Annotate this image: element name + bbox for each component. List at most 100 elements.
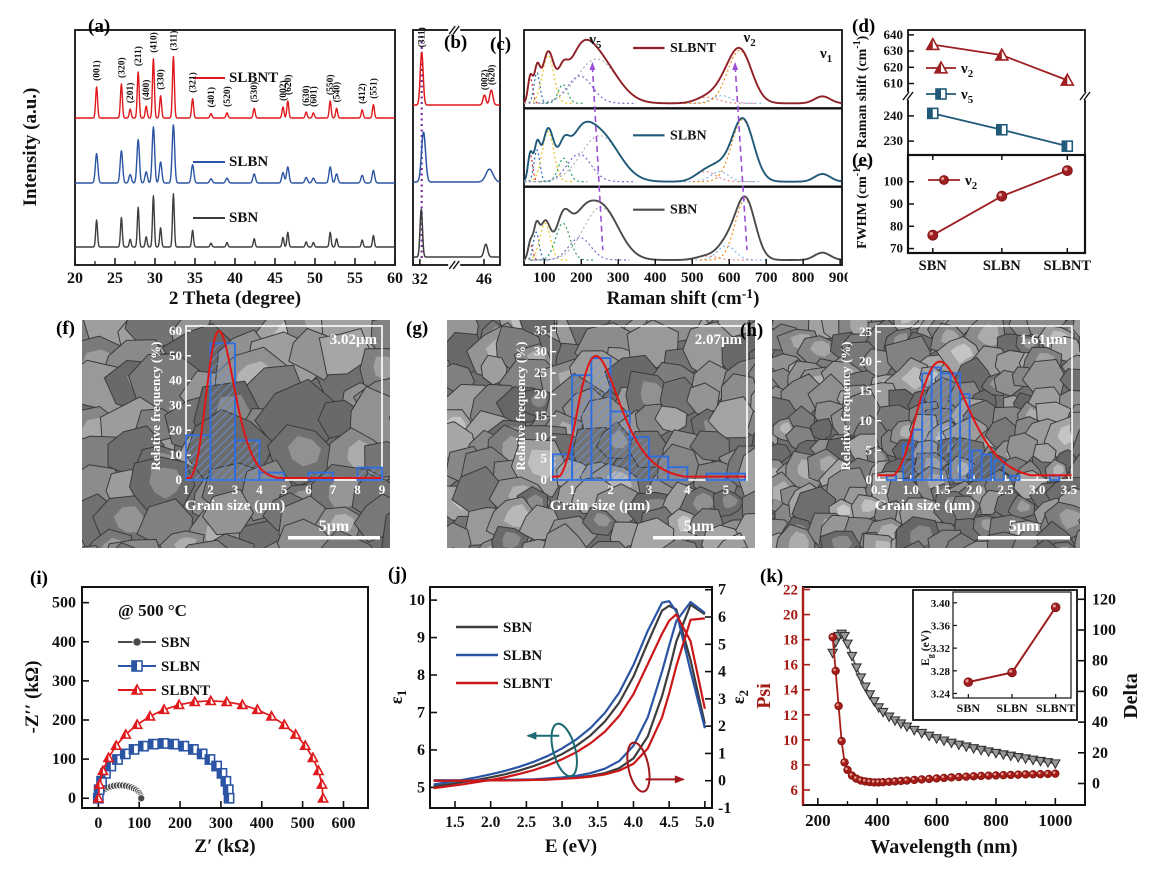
svg-text:ε1: ε1 (392, 690, 409, 704)
svg-text:SLBN: SLBN (983, 258, 1021, 274)
svg-text:1: 1 (183, 482, 190, 497)
panel-f-label: (f) (56, 318, 75, 339)
svg-text:3.24: 3.24 (931, 688, 951, 700)
svg-text:(400): (400) (141, 80, 152, 101)
svg-text:(412): (412) (357, 83, 368, 104)
svg-text:0: 0 (541, 472, 548, 487)
svg-text:60: 60 (169, 323, 182, 338)
svg-text:7: 7 (417, 704, 425, 721)
svg-text:8: 8 (354, 482, 361, 497)
svg-text:0: 0 (866, 472, 873, 487)
svg-text:2: 2 (718, 718, 726, 735)
svg-text:2.07μm: 2.07μm (695, 332, 743, 348)
svg-text:1.0: 1.0 (903, 482, 919, 497)
svg-text:610: 610 (884, 76, 904, 91)
svg-text:230: 230 (884, 133, 904, 148)
svg-text:20: 20 (67, 270, 83, 287)
sem-image-slbnt: 0 5 10 15 20 25 0.5 1.0 1.5 2.0 2.5 3.0 3.5 Grain siz… (772, 320, 1080, 548)
svg-text:ν2: ν2 (743, 30, 756, 49)
svg-text:Relative frequency (%): Relative frequency (%) (513, 341, 528, 470)
svg-text:640: 640 (884, 27, 904, 42)
svg-text:5: 5 (541, 451, 548, 466)
svg-text:FWHM (cm-1): FWHM (cm-1) (852, 163, 870, 249)
svg-text:(620): (620) (486, 65, 497, 86)
svg-text:3: 3 (646, 482, 653, 497)
svg-text:Relative frequency (%): Relative frequency (%) (148, 341, 163, 470)
svg-text:2.5: 2.5 (517, 814, 537, 831)
svg-text:600: 600 (718, 270, 741, 286)
panel-g-label: (g) (406, 318, 429, 339)
svg-text:(002): (002) (479, 70, 490, 91)
svg-text:4.0: 4.0 (624, 814, 644, 831)
svg-text:600: 600 (331, 815, 355, 832)
svg-text:Relative frequency (%): Relative frequency (%) (838, 341, 853, 470)
svg-text:1.5: 1.5 (934, 482, 951, 497)
svg-text:50: 50 (307, 270, 323, 287)
svg-text:7: 7 (718, 582, 726, 599)
svg-text:ν2: ν2 (964, 173, 977, 192)
svg-text:300: 300 (209, 815, 233, 832)
svg-text:(601): (601) (308, 86, 319, 107)
svg-text:15: 15 (859, 383, 873, 398)
panel-d-label: (d) (852, 16, 876, 37)
svg-text:800: 800 (983, 811, 1009, 830)
svg-text:40: 40 (227, 270, 243, 287)
svg-text:SBN: SBN (161, 635, 190, 651)
svg-text:35: 35 (187, 270, 203, 287)
svg-text:ν2: ν2 (960, 61, 973, 80)
svg-text:6: 6 (305, 482, 312, 497)
svg-text:20: 20 (534, 386, 547, 401)
svg-text:SBN: SBN (670, 203, 697, 218)
svg-text:100: 100 (533, 270, 556, 286)
svg-text:(620): (620) (283, 74, 294, 95)
svg-text:200: 200 (805, 811, 831, 830)
svg-text:(520): (520) (222, 86, 233, 107)
svg-text:10: 10 (534, 429, 547, 444)
svg-text:5: 5 (723, 482, 730, 497)
svg-text:(410): (410) (148, 32, 159, 53)
svg-text:400: 400 (52, 634, 76, 651)
svg-text:90: 90 (890, 196, 903, 211)
svg-text:4.5: 4.5 (659, 814, 679, 831)
svg-text:(530): (530) (249, 82, 260, 103)
svg-text:SLBNT: SLBNT (670, 41, 717, 56)
svg-text:SLBN: SLBN (229, 154, 268, 170)
svg-text:10: 10 (783, 733, 798, 749)
svg-text:6: 6 (417, 742, 425, 759)
svg-text:5μm: 5μm (1009, 518, 1040, 535)
svg-text:ν5: ν5 (588, 32, 601, 51)
svg-text:22: 22 (783, 583, 798, 599)
svg-text:(630): (630) (301, 86, 312, 107)
svg-text:5μm: 5μm (684, 518, 715, 535)
svg-text:Psi: Psi (757, 683, 775, 709)
svg-text:200: 200 (52, 712, 76, 729)
svg-text:0: 0 (1092, 776, 1100, 793)
svg-text:6: 6 (791, 783, 799, 799)
svg-text:1: 1 (718, 745, 726, 762)
svg-text:(311): (311) (168, 31, 179, 51)
svg-text:3: 3 (718, 691, 726, 708)
svg-text:6: 6 (718, 609, 726, 626)
svg-text:120: 120 (1092, 591, 1116, 608)
svg-text:55: 55 (347, 270, 363, 287)
svg-text:70: 70 (890, 241, 903, 256)
svg-text:500: 500 (291, 815, 315, 832)
sem-image-sbn: 0 10 20 30 40 50 60 1 2 3 4 5 6 7 8 9 Grain size (μm) Rel… (82, 320, 390, 548)
svg-text:200: 200 (570, 270, 593, 286)
svg-text:400: 400 (644, 270, 667, 286)
svg-text:SBN: SBN (503, 620, 532, 636)
svg-text:(320): (320) (116, 57, 127, 78)
svg-text:(551): (551) (368, 78, 379, 99)
svg-text:E (eV): E (eV) (545, 836, 597, 857)
svg-text:50: 50 (169, 348, 182, 363)
svg-text:Grain size (μm): Grain size (μm) (185, 498, 285, 514)
svg-text:300: 300 (607, 270, 630, 286)
svg-text:30: 30 (147, 270, 163, 287)
svg-text:8: 8 (417, 667, 425, 684)
svg-text:ν1: ν1 (819, 46, 832, 65)
svg-text:SLBN: SLBN (503, 648, 542, 664)
svg-text:3.5: 3.5 (1061, 482, 1078, 497)
svg-text:620: 620 (884, 59, 904, 74)
svg-text:SLBN: SLBN (161, 659, 200, 675)
panel-h-label: (h) (740, 320, 764, 341)
